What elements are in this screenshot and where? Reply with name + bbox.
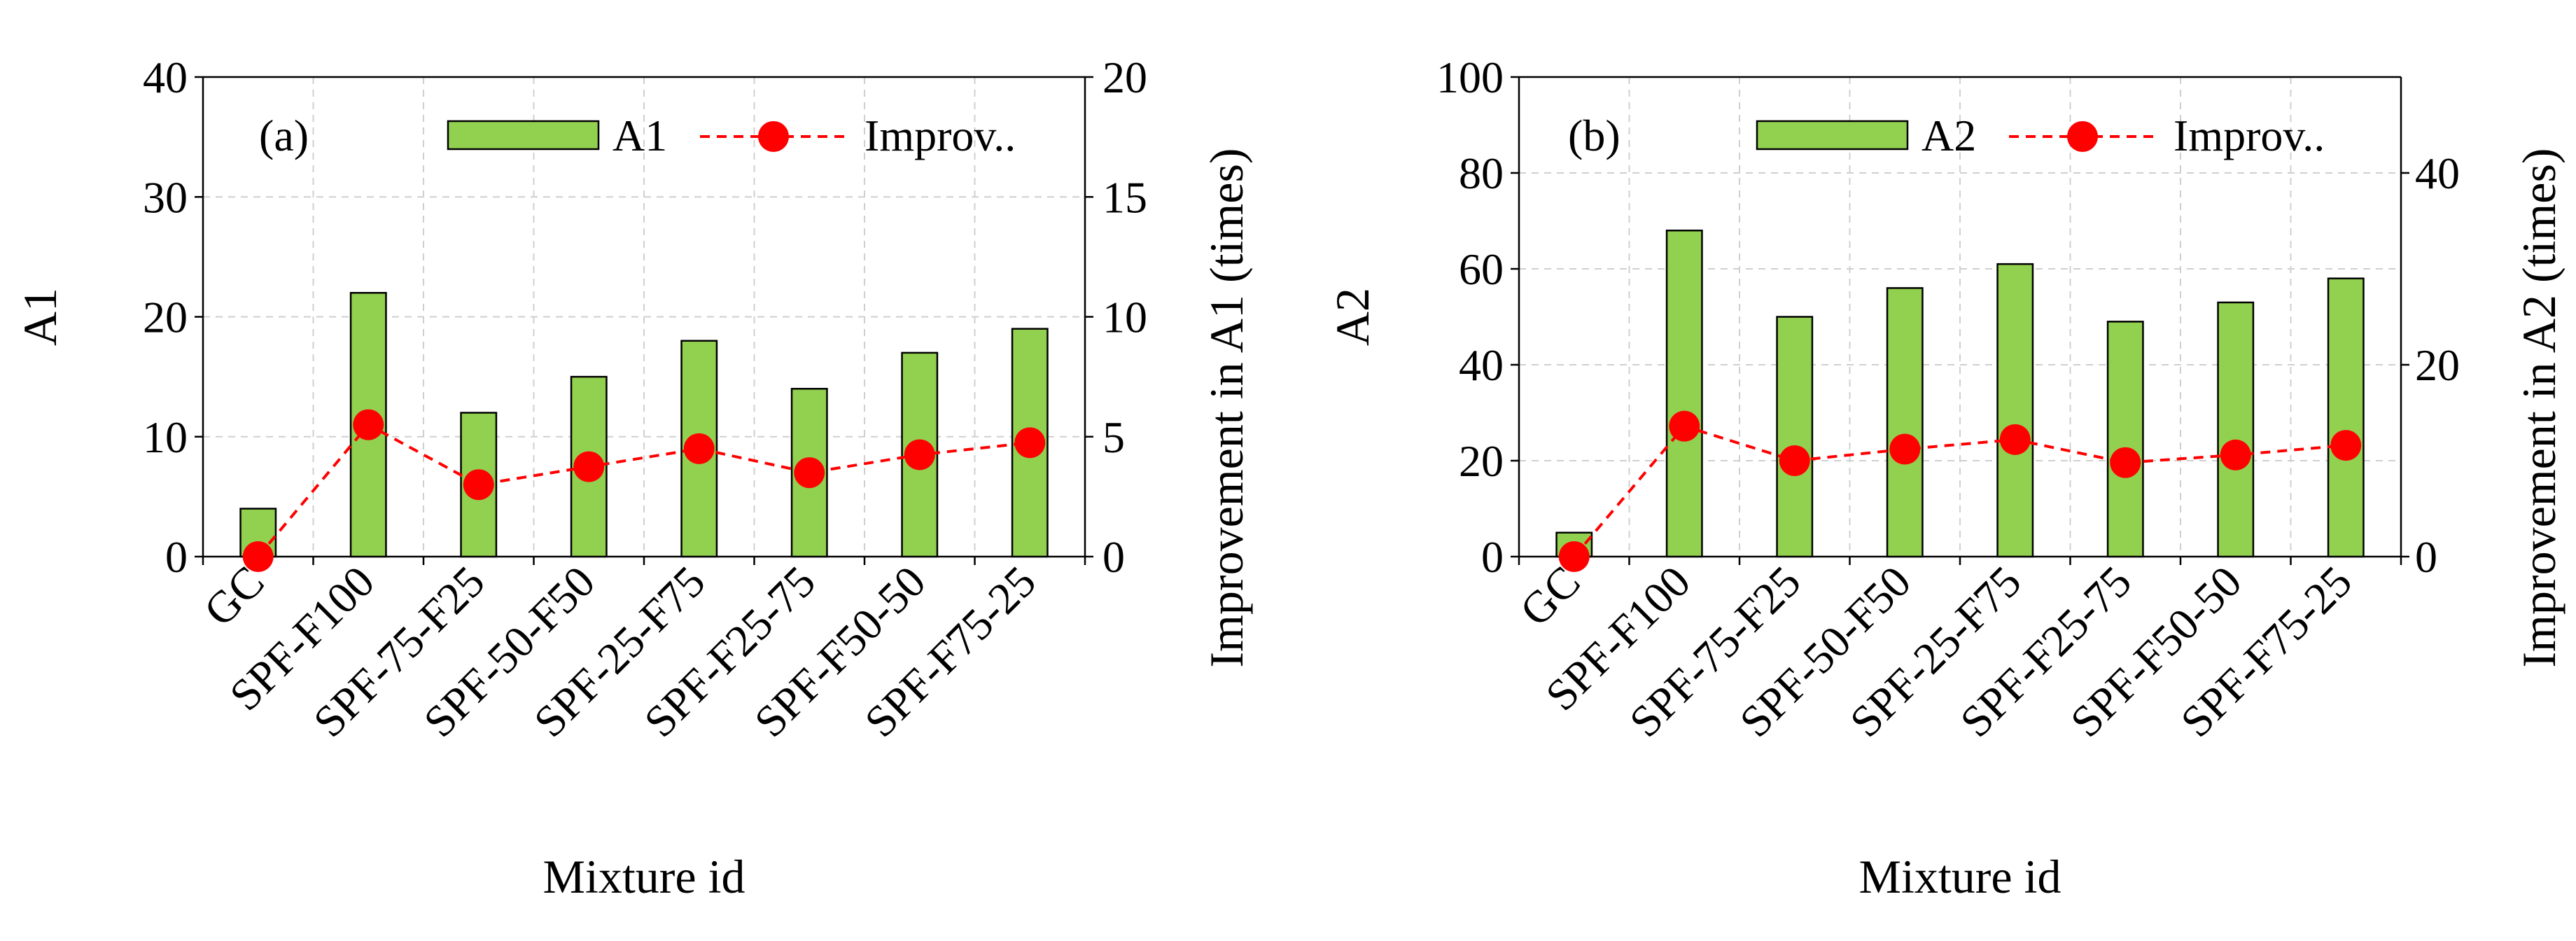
y-tick-label: 20 xyxy=(1459,436,1504,486)
y2-tick-label: 0 xyxy=(2415,532,2437,582)
bar-SPF-50-F50 xyxy=(1886,287,1924,558)
improvement-point-GC xyxy=(1558,541,1590,572)
y-axis-title: A1 xyxy=(13,288,66,346)
legend-line-label: Improv.. xyxy=(2174,111,2325,160)
legend-bar-label: A1 xyxy=(612,111,667,160)
improvement-point-SPF-25-F75 xyxy=(683,433,715,464)
improvement-point-SPF-50-F50 xyxy=(573,451,605,482)
legend-line-marker xyxy=(2067,121,2098,152)
y2-tick-label: 15 xyxy=(1102,172,1147,222)
legend-line-label: Improv.. xyxy=(864,111,1016,160)
improvement-line xyxy=(1573,424,2346,558)
improvement-point-GC xyxy=(242,541,274,572)
y-tick-label: 60 xyxy=(1459,244,1504,294)
bar-SPF-25-F75 xyxy=(1996,263,2034,558)
improvement-point-SPF-F25-75 xyxy=(794,457,825,489)
y2-tick-label: 40 xyxy=(2415,148,2460,198)
y2-axis-title: Improvement in A1 (times) xyxy=(1200,148,1253,667)
improvement-point-SPF-75-F25 xyxy=(1779,445,1810,476)
improvement-point-SPF-F25-75 xyxy=(2110,447,2141,478)
legend-bar-swatch xyxy=(447,120,600,151)
y2-tick-label: 0 xyxy=(1102,532,1125,582)
y-tick-label: 30 xyxy=(143,172,188,222)
y-tick-label: 80 xyxy=(1459,148,1504,198)
improvement-line xyxy=(257,423,1030,558)
y-tick-label: 0 xyxy=(1481,532,1504,582)
chart-panel-b: 02040608010002040GCSPF-F100SPF-75-F25SPF… xyxy=(1326,53,2566,903)
x-axis-title: Mixture id xyxy=(543,850,746,903)
y-tick-label: 0 xyxy=(165,532,188,582)
y-tick-label: 20 xyxy=(143,293,188,342)
y2-tick-label: 20 xyxy=(2415,340,2460,390)
y-axis-title: A2 xyxy=(1326,288,1379,346)
bar-SPF-F50-50 xyxy=(2217,301,2255,558)
improvement-point-SPF-F100 xyxy=(1669,410,1700,442)
legend-line-marker xyxy=(758,121,789,152)
legend-bar-swatch xyxy=(1756,120,1909,151)
y2-tick-label: 5 xyxy=(1102,412,1125,462)
chart-panel-a: 01020304005101520GCSPF-F100SPF-75-F25SPF… xyxy=(13,53,1253,903)
improvement-point-SPF-F75-25 xyxy=(1014,427,1046,459)
y-tick-label: 100 xyxy=(1436,53,1504,102)
improvement-point-SPF-75-F25 xyxy=(463,469,494,501)
improvement-point-SPF-25-F75 xyxy=(1999,424,2031,455)
y2-tick-label: 10 xyxy=(1102,293,1147,342)
improvement-point-SPF-F75-25 xyxy=(2330,430,2362,461)
panel-tag: (a) xyxy=(259,111,309,160)
improvement-point-SPF-F50-50 xyxy=(2220,439,2251,470)
bar-SPF-F25-75 xyxy=(2106,321,2144,558)
y2-tick-label: 20 xyxy=(1102,53,1147,102)
legend-bar-label: A2 xyxy=(1921,111,1976,160)
improvement-point-SPF-F50-50 xyxy=(904,439,935,470)
improvement-point-SPF-50-F50 xyxy=(1889,433,1921,465)
y-tick-label: 40 xyxy=(143,53,188,102)
y2-axis-title: Improvement in A2 (times) xyxy=(2512,148,2566,667)
y-tick-label: 10 xyxy=(143,412,188,462)
bar-SPF-F75-25 xyxy=(2327,277,2365,558)
x-axis-title: Mixture id xyxy=(1859,850,2062,903)
bar-SPF-F100 xyxy=(1665,229,1703,558)
y-tick-label: 40 xyxy=(1459,340,1504,390)
improvement-point-SPF-F100 xyxy=(353,409,384,440)
bar-SPF-75-F25 xyxy=(1776,316,1814,558)
panel-tag: (b) xyxy=(1568,111,1620,160)
